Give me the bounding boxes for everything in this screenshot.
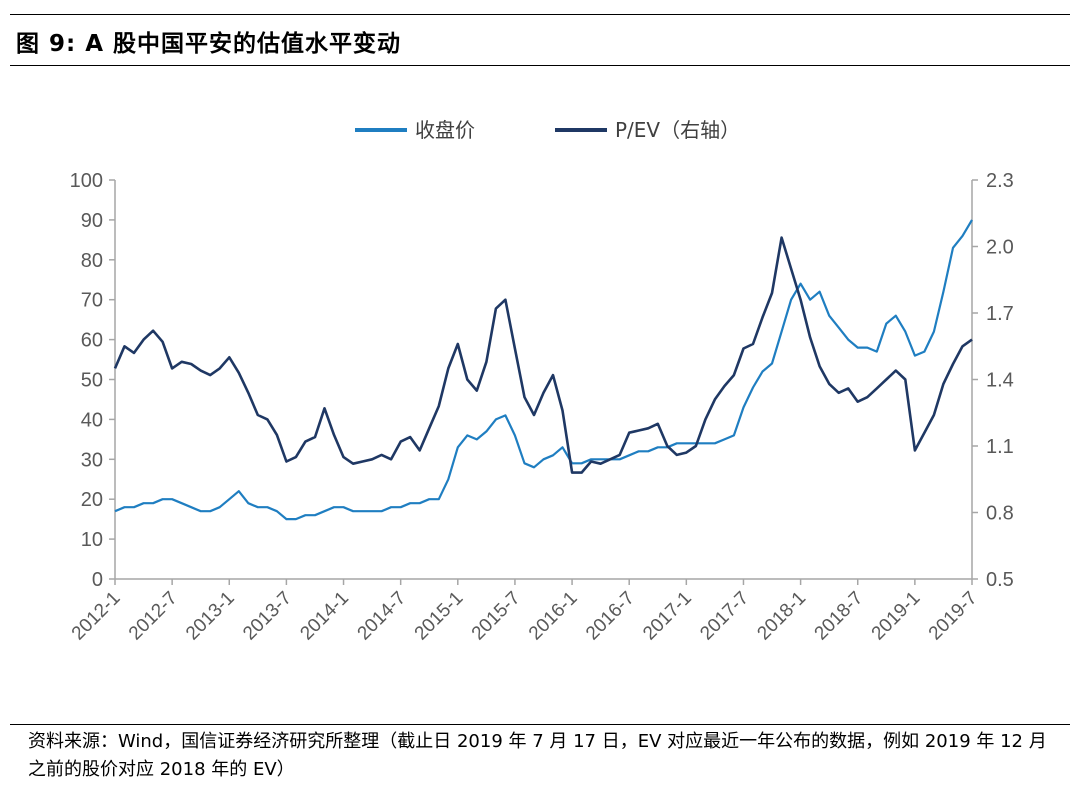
left-tick-label: 90 (81, 210, 103, 232)
x-tick-label: 2016-1 (525, 588, 582, 645)
right-tick-label: 1.1 (986, 436, 1014, 458)
x-tick-label: 2018-1 (753, 588, 810, 645)
figure-title: 图 9: A 股中国平安的估值水平变动 (16, 31, 402, 57)
left-tick-label: 30 (81, 449, 103, 471)
chart-container: 0 10 20 30 40 50 60 70 80 90 100 0.5 0.8 1.1 1.4 1.7 2.0… (0, 66, 1080, 716)
x-tick-label: 2012-7 (125, 588, 182, 645)
left-tick-label: 0 (92, 569, 103, 591)
x-tick-label: 2017-7 (696, 588, 753, 645)
x-tick-label: 2018-7 (811, 588, 868, 645)
x-tick-label: 2013-1 (182, 588, 239, 645)
x-tick-label: 2014-1 (296, 588, 353, 645)
right-tick-label: 0.8 (986, 503, 1014, 525)
right-tick-label: 2.0 (986, 237, 1014, 259)
right-tick-label: 1.4 (986, 370, 1014, 392)
right-tick-label: 1.7 (986, 303, 1014, 325)
left-tick-label: 70 (81, 290, 103, 312)
left-tick-label: 10 (81, 529, 103, 551)
x-tick-label: 2012-1 (68, 588, 125, 645)
x-tick-label: 2016-7 (582, 588, 639, 645)
x-tick-label: 2015-1 (411, 588, 468, 645)
x-tick-label: 2019-7 (925, 588, 982, 645)
left-tick-label: 20 (81, 489, 103, 511)
x-tick-label: 2019-1 (868, 588, 925, 645)
left-tick-label: 80 (81, 250, 103, 272)
left-tick-label: 100 (70, 170, 103, 192)
source-note: 资料来源：Wind，国信证券经济研究所整理（截止日 2019 年 7 月 17 … (28, 731, 1047, 780)
x-tick-label: 2014-7 (354, 588, 411, 645)
line-chart: 0 10 20 30 40 50 60 70 80 90 100 0.5 0.8 1.1 1.4 1.7 2.0… (68, 118, 1014, 645)
title-rule-bottom (10, 65, 1070, 66)
left-tick-label: 60 (81, 330, 103, 352)
x-tick-label: 2017-1 (639, 588, 696, 645)
left-tick-label: 50 (81, 370, 103, 392)
source-rule (10, 724, 1070, 725)
right-tick-label: 2.3 (986, 170, 1014, 192)
title-rule-top (10, 14, 1070, 15)
left-tick-label: 40 (81, 409, 103, 431)
series-line-close-price (114, 219, 973, 521)
series-line-pev (113, 236, 973, 474)
legend-label: 收盘价 (415, 118, 475, 142)
legend-label: P/EV（右轴） (615, 118, 740, 142)
right-tick-label: 0.5 (986, 569, 1014, 591)
x-tick-label: 2015-7 (468, 588, 525, 645)
x-tick-label: 2013-7 (239, 588, 296, 645)
